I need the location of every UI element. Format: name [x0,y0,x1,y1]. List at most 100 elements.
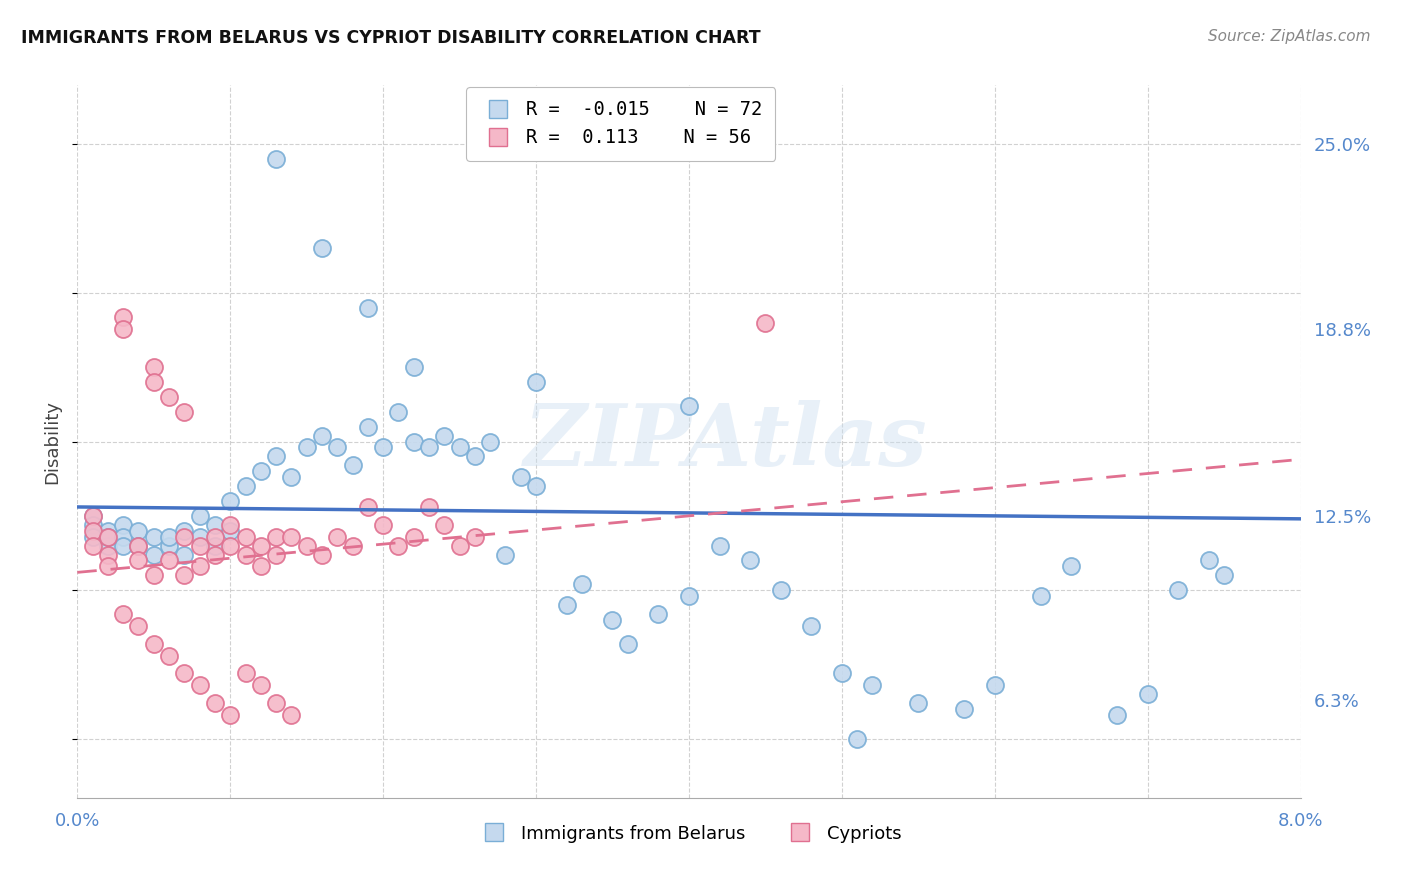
Point [616,637,638,651]
Point [846,731,869,746]
Y-axis label: Disability: Disability [44,400,62,483]
Point [127,619,149,633]
Point [204,696,226,710]
Point [112,530,135,544]
Point [907,696,929,710]
Point [219,494,242,508]
Point [235,530,257,544]
Point [173,405,195,419]
Point [112,321,135,335]
Point [433,517,456,532]
Point [479,434,502,449]
Point [647,607,669,621]
Point [280,530,302,544]
Point [1060,559,1083,574]
Point [204,548,226,562]
Point [157,530,180,544]
Point [449,441,471,455]
Point [142,375,165,389]
Point [357,419,380,434]
Point [953,702,976,716]
Point [311,548,333,562]
Point [127,524,149,538]
Point [173,524,195,538]
Point [235,666,257,681]
Legend: Immigrants from Belarus, Cypriots: Immigrants from Belarus, Cypriots [470,818,908,850]
Text: ZIPAtlas: ZIPAtlas [524,400,928,483]
Point [219,708,242,723]
Point [264,152,287,166]
Point [188,559,211,574]
Point [326,530,349,544]
Point [602,613,624,627]
Point [831,666,853,681]
Point [326,441,349,455]
Point [250,464,273,478]
Point [235,548,257,562]
Point [82,524,104,538]
Point [984,678,1007,692]
Point [342,458,364,473]
Point [250,539,273,553]
Point [157,648,180,663]
Point [188,539,211,553]
Point [97,524,120,538]
Point [127,539,149,553]
Point [464,450,486,464]
Point [1107,708,1129,723]
Text: IMMIGRANTS FROM BELARUS VS CYPRIOT DISABILITY CORRELATION CHART: IMMIGRANTS FROM BELARUS VS CYPRIOT DISAB… [21,29,761,46]
Point [769,583,792,598]
Point [418,441,440,455]
Point [860,678,884,692]
Point [464,530,486,544]
Point [173,530,195,544]
Point [97,548,120,562]
Point [82,517,104,532]
Point [97,539,120,553]
Point [112,517,135,532]
Point [371,517,394,532]
Point [264,548,287,562]
Point [402,530,425,544]
Point [371,441,394,455]
Point [1213,568,1236,582]
Point [264,450,287,464]
Point [387,539,409,553]
Point [311,241,333,255]
Point [188,508,211,523]
Point [97,559,120,574]
Point [449,539,471,553]
Point [142,637,165,651]
Point [204,539,226,553]
Point [173,568,195,582]
Point [1167,583,1189,598]
Point [219,524,242,538]
Point [524,375,547,389]
Point [264,530,287,544]
Point [402,360,425,375]
Point [82,539,104,553]
Point [204,517,226,532]
Point [142,548,165,562]
Point [97,530,120,544]
Point [127,539,149,553]
Point [112,310,135,324]
Point [142,568,165,582]
Point [295,441,318,455]
Point [678,399,700,413]
Point [709,539,731,553]
Point [157,390,180,404]
Point [97,530,120,544]
Point [219,539,242,553]
Point [418,500,440,514]
Point [509,470,531,484]
Point [357,301,380,315]
Point [387,405,409,419]
Point [264,696,287,710]
Point [800,619,823,633]
Point [678,589,700,603]
Point [235,479,257,493]
Point [173,548,195,562]
Point [555,598,578,612]
Point [142,360,165,375]
